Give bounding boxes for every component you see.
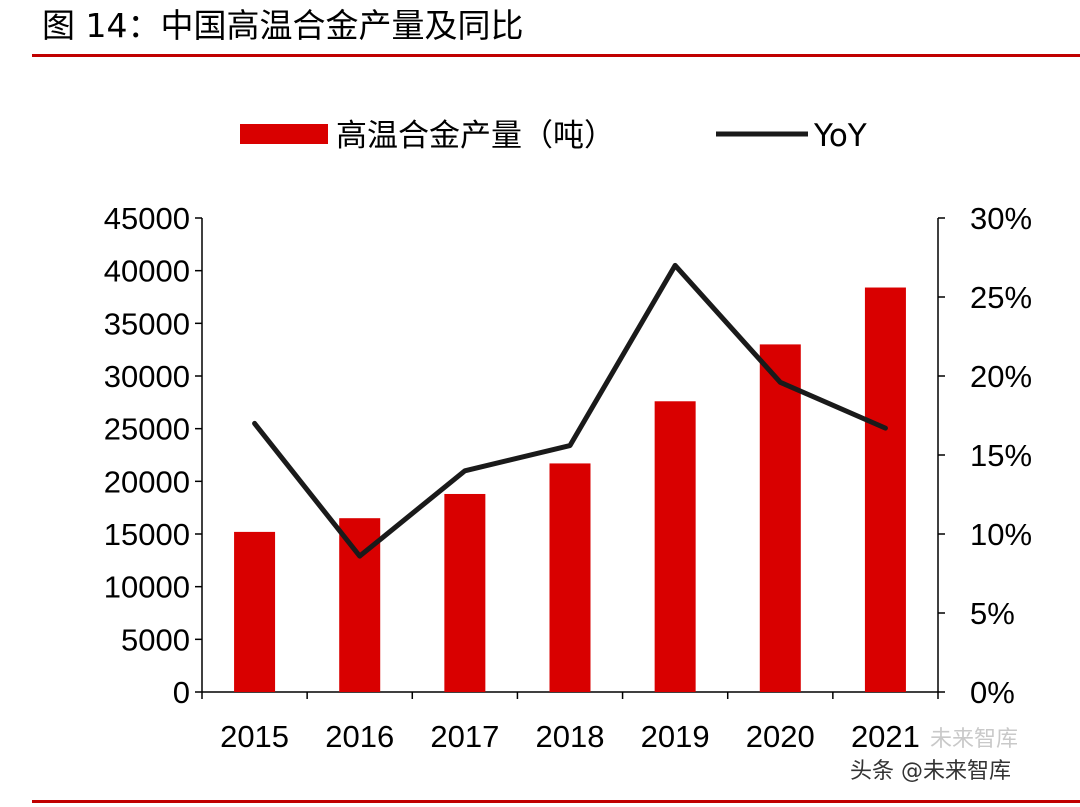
right-tick-label: 25%: [970, 280, 1032, 315]
right-tick-label: 10%: [970, 517, 1032, 552]
watermark-text: 头条 @未来智库: [850, 759, 1011, 784]
left-tick-label: 30000: [104, 359, 190, 394]
chart-legend: 高温合金产量（吨） YoY: [240, 118, 867, 154]
bar-2017: [444, 493, 486, 692]
legend-label-bar: 高温合金产量（吨）: [336, 118, 615, 154]
left-tick-label: 0: [173, 675, 190, 710]
left-tick-label: 25000: [104, 412, 190, 447]
left-tick-label: 15000: [104, 517, 190, 552]
bar-2020: [759, 344, 801, 692]
left-tick-label: 45000: [104, 201, 190, 236]
left-tick-label: 40000: [104, 254, 190, 289]
watermark-logo-text: 未来智库: [930, 727, 1019, 752]
left-tick-label: 10000: [104, 570, 190, 605]
left-tick-label: 35000: [104, 306, 190, 341]
x-tick-label: 2018: [536, 719, 605, 754]
figure-title: 图 14：中国高温合金产量及同比: [42, 6, 524, 45]
right-tick-label: 5%: [970, 596, 1015, 631]
bar-2018: [549, 463, 591, 692]
right-tick-label: 0%: [970, 675, 1015, 710]
legend-swatch-bar: [240, 124, 328, 144]
bar-2021: [864, 287, 906, 692]
x-tick-label: 2020: [746, 719, 815, 754]
left-tick-label: 20000: [104, 464, 190, 499]
bar-series: [234, 287, 906, 692]
chart-axes: 0 5000 10000 15000 20000 25000 30000 35000 40000…: [104, 201, 1032, 754]
line-series: [252, 262, 888, 559]
left-tick-label: 5000: [121, 622, 190, 657]
top-divider: [32, 54, 1080, 57]
x-tick-label: 2017: [430, 719, 499, 754]
bottom-divider: [32, 800, 1080, 803]
right-tick-label: 20%: [970, 359, 1032, 394]
x-tick-label: 2019: [641, 719, 710, 754]
x-tick-label: 2016: [325, 719, 394, 754]
bar-2015: [234, 531, 276, 692]
x-tick-label: 2015: [220, 719, 289, 754]
bar-2019: [654, 401, 696, 692]
legend-label-line: YoY: [813, 118, 867, 154]
x-tick-label: 2021: [851, 719, 920, 754]
right-tick-label: 30%: [970, 201, 1032, 236]
right-tick-label: 15%: [970, 438, 1032, 473]
